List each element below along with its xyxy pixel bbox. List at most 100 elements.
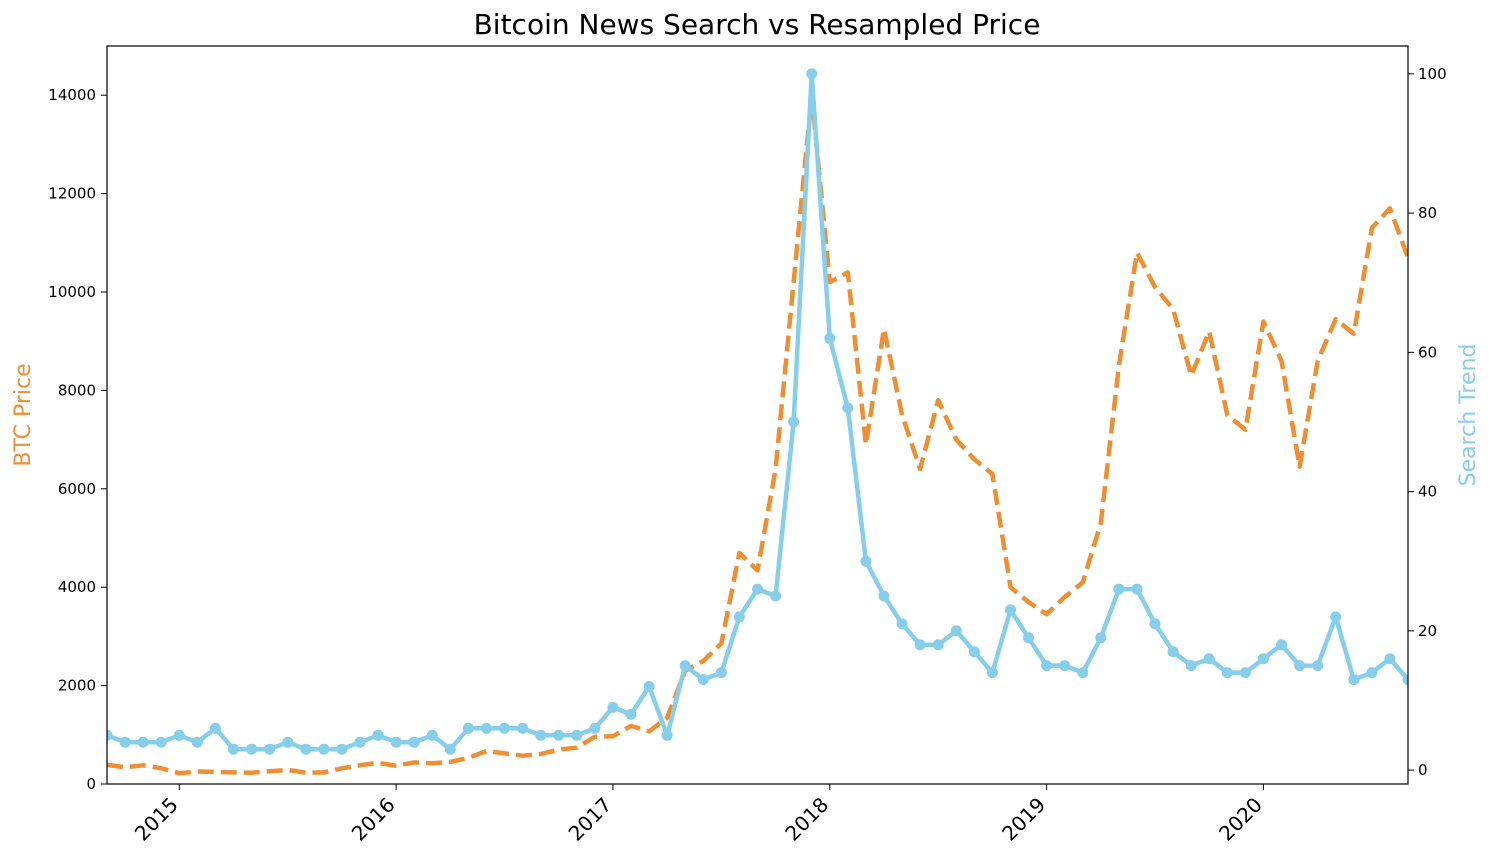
search-trend-point <box>1402 674 1408 686</box>
search-trend-point <box>191 736 203 748</box>
search-trend-point <box>553 729 565 741</box>
search-trend-point <box>1077 667 1089 679</box>
search-trend-point <box>1185 660 1197 672</box>
search-trend-point <box>788 416 800 428</box>
search-trend-point <box>107 729 113 741</box>
x-tick-label: 2020 <box>1214 793 1267 846</box>
search-trend-point <box>1221 667 1233 679</box>
series-layer <box>107 68 1408 776</box>
search-trend-point <box>300 743 312 755</box>
search-trend-point <box>1239 667 1251 679</box>
search-trend-point <box>336 743 348 755</box>
search-trend-point <box>661 729 673 741</box>
y-axis-right-title: Search Trend <box>1456 344 1481 487</box>
search-trend-point <box>173 729 185 741</box>
search-trend-point <box>878 590 890 602</box>
search-trend-point <box>264 743 276 755</box>
search-trend-point <box>715 667 727 679</box>
x-tick-label: 2016 <box>347 793 400 846</box>
search-trend-point <box>1276 639 1287 651</box>
search-trend-point <box>408 736 420 748</box>
search-trend-point <box>1366 667 1378 679</box>
search-trend-point <box>318 743 330 755</box>
search-trend-point <box>1005 604 1016 616</box>
search-trend-point <box>1041 660 1053 672</box>
search-trend-point <box>860 555 872 567</box>
search-trend-point <box>770 590 782 602</box>
y-right-tick-label: 0 <box>1418 761 1428 779</box>
search-trend-point <box>914 639 926 651</box>
search-trend-point <box>517 722 529 734</box>
y-left-tick-label: 14000 <box>48 86 96 104</box>
search-trend-point <box>426 729 438 741</box>
search-trend-point <box>571 729 583 741</box>
search-trend-point <box>354 736 366 748</box>
y-axis-left-title: BTC Price <box>11 363 36 466</box>
search-trend-point <box>1095 632 1107 644</box>
search-trend-point <box>697 674 709 686</box>
y-right-tick-label: 100 <box>1418 65 1447 83</box>
y-right-tick-label: 20 <box>1418 622 1437 640</box>
search-trend-point <box>1294 660 1306 672</box>
search-trend-point <box>643 681 655 692</box>
search-trend-point <box>444 743 456 755</box>
search-trend-point <box>390 736 402 748</box>
y-left-tick-label: 2000 <box>58 677 96 695</box>
search-trend-point <box>1131 583 1143 595</box>
search-trend-point <box>1203 653 1215 665</box>
search-trend-point <box>896 618 908 630</box>
y-left-tick-label: 6000 <box>58 480 96 498</box>
search-trend-point <box>1257 653 1269 665</box>
search-trend-point <box>1348 674 1360 686</box>
search-trend-point <box>372 729 384 741</box>
search-trend-point <box>1384 653 1396 665</box>
search-trend-point <box>246 743 258 755</box>
y-left-tick-label: 12000 <box>48 185 96 203</box>
search-trend-point <box>752 583 763 595</box>
search-trend-line <box>107 71 1408 752</box>
search-trend-point <box>589 722 601 734</box>
y-left-tick-label: 8000 <box>58 381 96 399</box>
y-left-tick-label: 10000 <box>48 283 96 301</box>
search-trend-point <box>209 722 221 734</box>
x-tick-label: 2017 <box>564 793 617 846</box>
x-tick-label: 2019 <box>997 793 1050 846</box>
x-tick-label: 2018 <box>780 793 833 846</box>
search-trend-point <box>481 722 492 734</box>
search-trend-point <box>1113 583 1125 595</box>
search-trend-point <box>842 402 854 414</box>
search-trend-point <box>1149 618 1161 630</box>
search-trend-point <box>535 729 547 741</box>
search-trend-point <box>282 736 294 748</box>
search-trend-point <box>1330 611 1342 623</box>
search-trend-point <box>119 736 131 748</box>
axes-layer: 0 2000 4000 6000 8000 10000 12000 14000 0 20 40 60 8… <box>48 45 1447 846</box>
search-trend-point <box>824 332 836 344</box>
search-trend-point <box>1059 660 1071 672</box>
y-right-tick-label: 80 <box>1418 204 1437 222</box>
chart-title: Bitcoin News Search vs Resampled Price <box>474 8 1041 41</box>
plot-frame <box>106 45 1409 785</box>
search-trend-point <box>968 646 980 658</box>
btc-price-line <box>107 92 1408 776</box>
y-right-tick-label: 40 <box>1418 483 1437 501</box>
search-trend-point <box>932 639 944 651</box>
y-left-tick-label: 0 <box>86 775 96 793</box>
x-tick-label: 2015 <box>130 793 183 846</box>
search-trend-point <box>137 736 149 748</box>
search-trend-point <box>1167 646 1179 658</box>
search-trend-point <box>607 701 619 713</box>
search-trend-point <box>1312 660 1324 672</box>
search-trend-point <box>806 68 818 80</box>
search-trend-point <box>950 625 962 637</box>
search-trend-point <box>462 722 474 734</box>
y-right-tick-label: 60 <box>1418 343 1437 361</box>
search-trend-point <box>679 660 691 672</box>
search-trend-point <box>625 708 637 720</box>
search-trend-point <box>155 736 167 748</box>
y-left-tick-label: 4000 <box>58 578 96 596</box>
search-trend-point <box>986 667 998 679</box>
search-trend-point <box>733 611 745 623</box>
search-trend-point <box>1023 632 1034 644</box>
